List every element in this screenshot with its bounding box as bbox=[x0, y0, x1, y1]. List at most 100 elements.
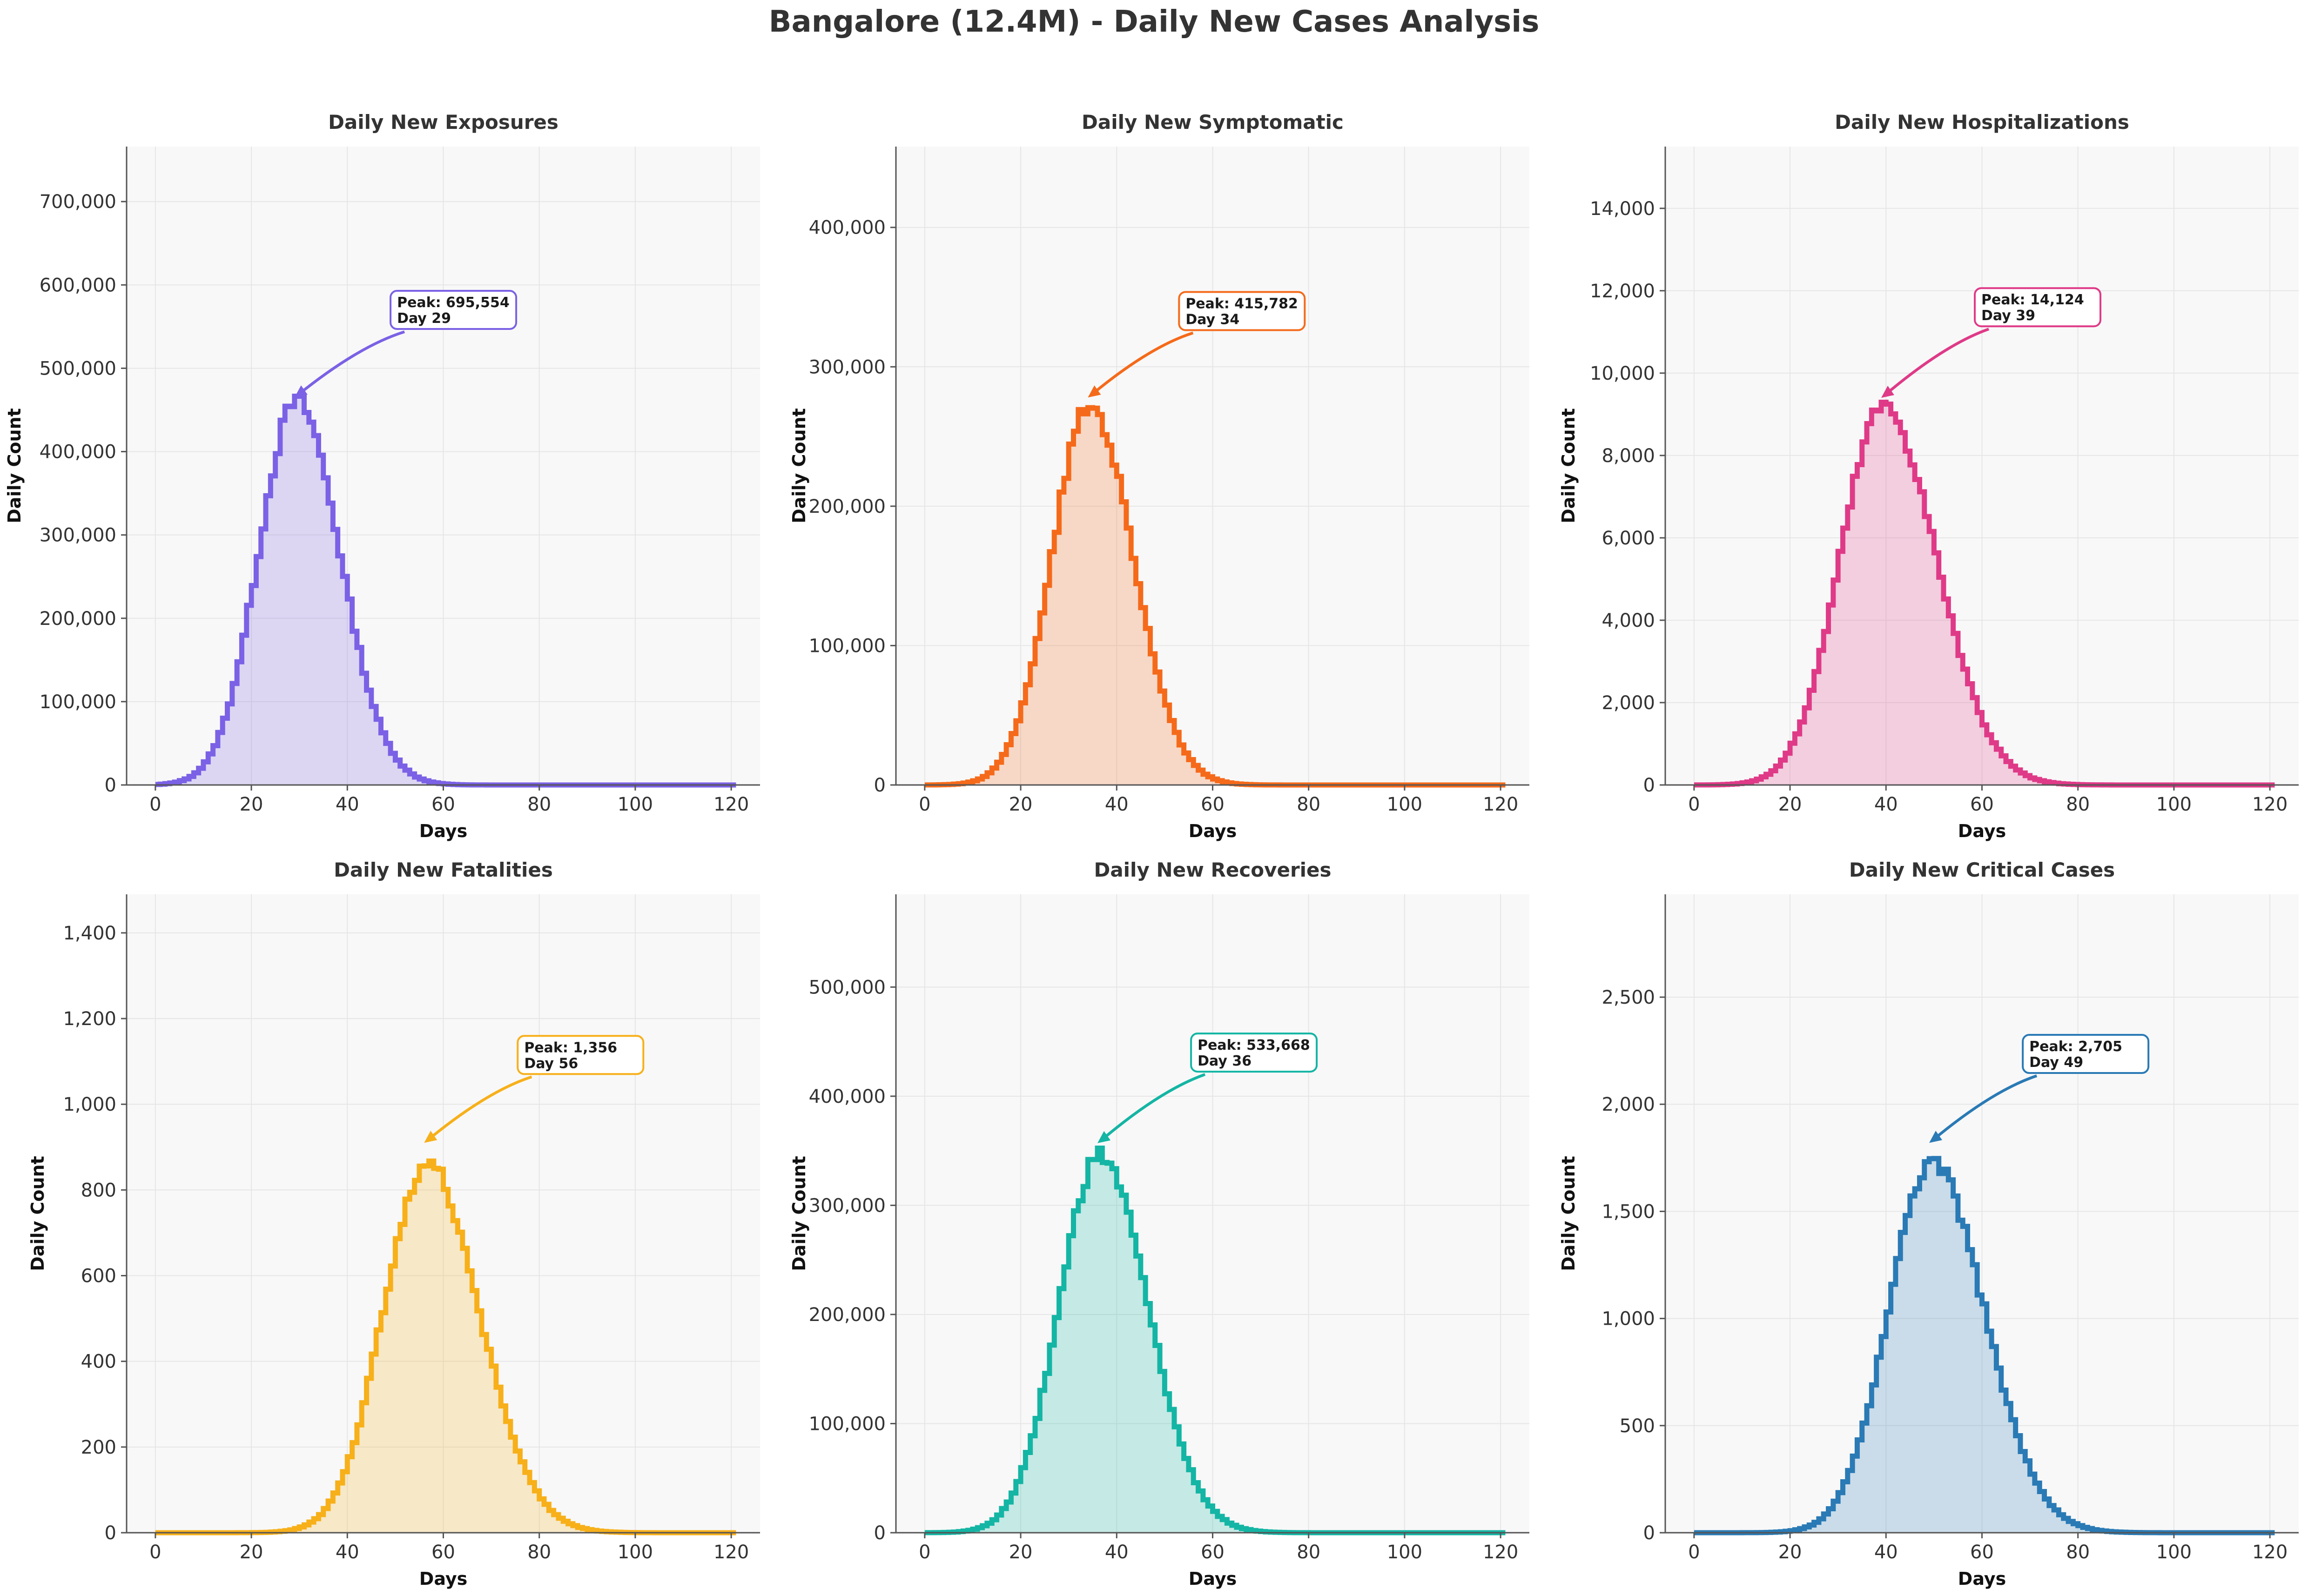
series-area bbox=[155, 1161, 736, 1533]
chart-panel-0: 0 20 40 60 80 100 120 0 100,000 200,000 300,000 400… bbox=[4, 111, 760, 841]
annotation-box bbox=[1190, 1033, 1318, 1073]
annotation-box bbox=[390, 290, 518, 330]
y-tick-label: 300,000 bbox=[809, 356, 886, 378]
annotation-arrow bbox=[1090, 331, 1194, 396]
annotation-arrowhead bbox=[1881, 385, 1894, 398]
y-tick-label: 800 bbox=[81, 1180, 116, 1201]
y-tick-label: 100,000 bbox=[40, 691, 116, 713]
x-tick-label: 20 bbox=[240, 1542, 263, 1563]
y-tick-label: 0 bbox=[105, 775, 116, 796]
annotation-box bbox=[1974, 287, 2102, 328]
y-tick-label: 2,000 bbox=[1601, 692, 1655, 714]
x-tick-label: 0 bbox=[919, 794, 930, 815]
x-tick-label: 80 bbox=[2066, 1542, 2090, 1563]
y-tick-label: 200,000 bbox=[40, 608, 116, 630]
x-tick-label: 80 bbox=[1297, 1542, 1320, 1563]
series-area bbox=[155, 396, 736, 785]
annotation-arrowhead bbox=[424, 1131, 437, 1143]
y-tick-label: 10,000 bbox=[1590, 363, 1655, 384]
annotation-arrow bbox=[297, 330, 405, 396]
x-tick-label: 100 bbox=[1387, 1542, 1422, 1563]
y-tick-label: 4,000 bbox=[1601, 610, 1655, 631]
annotation-arrow bbox=[1100, 1073, 1206, 1142]
x-tick-label: 40 bbox=[1874, 794, 1898, 815]
series-area bbox=[1694, 1158, 2275, 1533]
y-tick-label: 0 bbox=[874, 775, 886, 796]
x-tick-label: 80 bbox=[527, 1542, 551, 1563]
x-tick-label: 20 bbox=[1009, 794, 1033, 815]
y-tick-label: 1,500 bbox=[1601, 1201, 1655, 1222]
x-tick-label: 100 bbox=[618, 1542, 653, 1563]
y-tick-label: 200,000 bbox=[809, 496, 886, 517]
x-axis-label: Days bbox=[1958, 1569, 2006, 1589]
y-tick-label: 1,200 bbox=[63, 1008, 116, 1030]
x-tick-label: 40 bbox=[1105, 1542, 1129, 1563]
annotation-peak-label: Peak: 14,124 bbox=[1981, 292, 2084, 308]
y-tick-label: 400 bbox=[81, 1351, 116, 1373]
x-axis-label: Days bbox=[1189, 1569, 1237, 1589]
x-tick-label: 80 bbox=[1297, 794, 1320, 815]
annotation-day-label: Day 36 bbox=[1198, 1053, 1252, 1069]
y-tick-label: 2,000 bbox=[1601, 1094, 1655, 1115]
y-axis-label: Daily Count bbox=[1558, 1156, 1579, 1271]
chart-panel-2: 0 20 40 60 80 100 120 0 2,000 4,000 6,000 8,000 10,0… bbox=[1558, 111, 2299, 841]
x-tick-label: 40 bbox=[336, 1542, 359, 1563]
y-tick-label: 2,500 bbox=[1601, 987, 1655, 1008]
y-tick-label: 400,000 bbox=[809, 1086, 886, 1107]
y-tick-label: 600 bbox=[81, 1266, 116, 1287]
chart-panel-5: 0 20 40 60 80 100 120 0 500 1,000 1,500 2,000 2,500 D… bbox=[1558, 858, 2299, 1589]
x-tick-label: 0 bbox=[149, 1542, 161, 1563]
y-tick-label: 8,000 bbox=[1601, 445, 1655, 467]
subplot-title: Daily New Recoveries bbox=[1094, 858, 1331, 881]
series-area bbox=[924, 408, 1506, 785]
y-axis-label: Daily Count bbox=[4, 408, 25, 523]
annotation-peak-label: Peak: 1,356 bbox=[524, 1039, 617, 1056]
x-tick-label: 60 bbox=[431, 1542, 455, 1563]
x-axis-label: Days bbox=[1958, 821, 2006, 841]
y-tick-label: 100,000 bbox=[809, 635, 886, 657]
subplot-title: Daily New Fatalities bbox=[334, 858, 553, 881]
annotation-arrowhead bbox=[294, 385, 308, 398]
y-axis-label: Daily Count bbox=[789, 408, 809, 523]
y-tick-label: 0 bbox=[1643, 775, 1655, 796]
y-tick-label: 0 bbox=[874, 1522, 886, 1544]
y-tick-label: 1,400 bbox=[63, 923, 116, 944]
x-tick-label: 20 bbox=[240, 794, 263, 815]
annotation-peak-label: Peak: 415,782 bbox=[1185, 295, 1298, 312]
x-tick-label: 60 bbox=[431, 794, 455, 815]
annotation-arrowhead bbox=[1088, 385, 1101, 398]
x-tick-label: 120 bbox=[1483, 794, 1518, 815]
annotation-peak-label: Peak: 533,668 bbox=[1198, 1037, 1310, 1053]
x-tick-label: 120 bbox=[2252, 794, 2288, 815]
annotation-peak-label: Peak: 2,705 bbox=[2029, 1039, 2122, 1055]
y-tick-label: 200,000 bbox=[809, 1304, 886, 1326]
subplot-title: Daily New Exposures bbox=[328, 111, 558, 134]
x-tick-label: 20 bbox=[1778, 794, 1802, 815]
y-tick-label: 300,000 bbox=[40, 525, 116, 546]
annotation-day-label: Day 49 bbox=[2029, 1054, 2083, 1071]
series-area bbox=[1694, 402, 2275, 785]
x-tick-label: 100 bbox=[1387, 794, 1422, 815]
y-axis-label: Daily Count bbox=[27, 1156, 48, 1271]
y-tick-label: 14,000 bbox=[1590, 198, 1655, 220]
subplot-title: Daily New Symptomatic bbox=[1082, 111, 1344, 134]
x-tick-label: 20 bbox=[1778, 1542, 1802, 1563]
y-tick-label: 300,000 bbox=[809, 1195, 886, 1216]
x-tick-label: 40 bbox=[336, 794, 359, 815]
chart-panel-3: 0 20 40 60 80 100 120 0 200 400 600 800 1,000 1,200 1,… bbox=[27, 858, 760, 1589]
y-tick-label: 500,000 bbox=[40, 358, 116, 379]
annotation-day-label: Day 34 bbox=[1185, 311, 1239, 328]
x-tick-label: 120 bbox=[713, 794, 749, 815]
x-axis-label: Days bbox=[419, 1569, 467, 1589]
annotation-arrow bbox=[1884, 328, 1990, 396]
subplot-title: Daily New Hospitalizations bbox=[1835, 111, 2129, 134]
figure-title: Bangalore (12.4M) - Daily New Cases Anal… bbox=[768, 5, 1540, 39]
y-tick-label: 1,000 bbox=[1601, 1308, 1655, 1330]
x-tick-label: 120 bbox=[1483, 1542, 1518, 1563]
x-tick-label: 120 bbox=[713, 1542, 749, 1563]
y-tick-label: 400,000 bbox=[809, 217, 886, 239]
x-tick-label: 100 bbox=[618, 794, 653, 815]
x-tick-label: 60 bbox=[1201, 1542, 1225, 1563]
x-axis-label: Days bbox=[1189, 821, 1237, 841]
